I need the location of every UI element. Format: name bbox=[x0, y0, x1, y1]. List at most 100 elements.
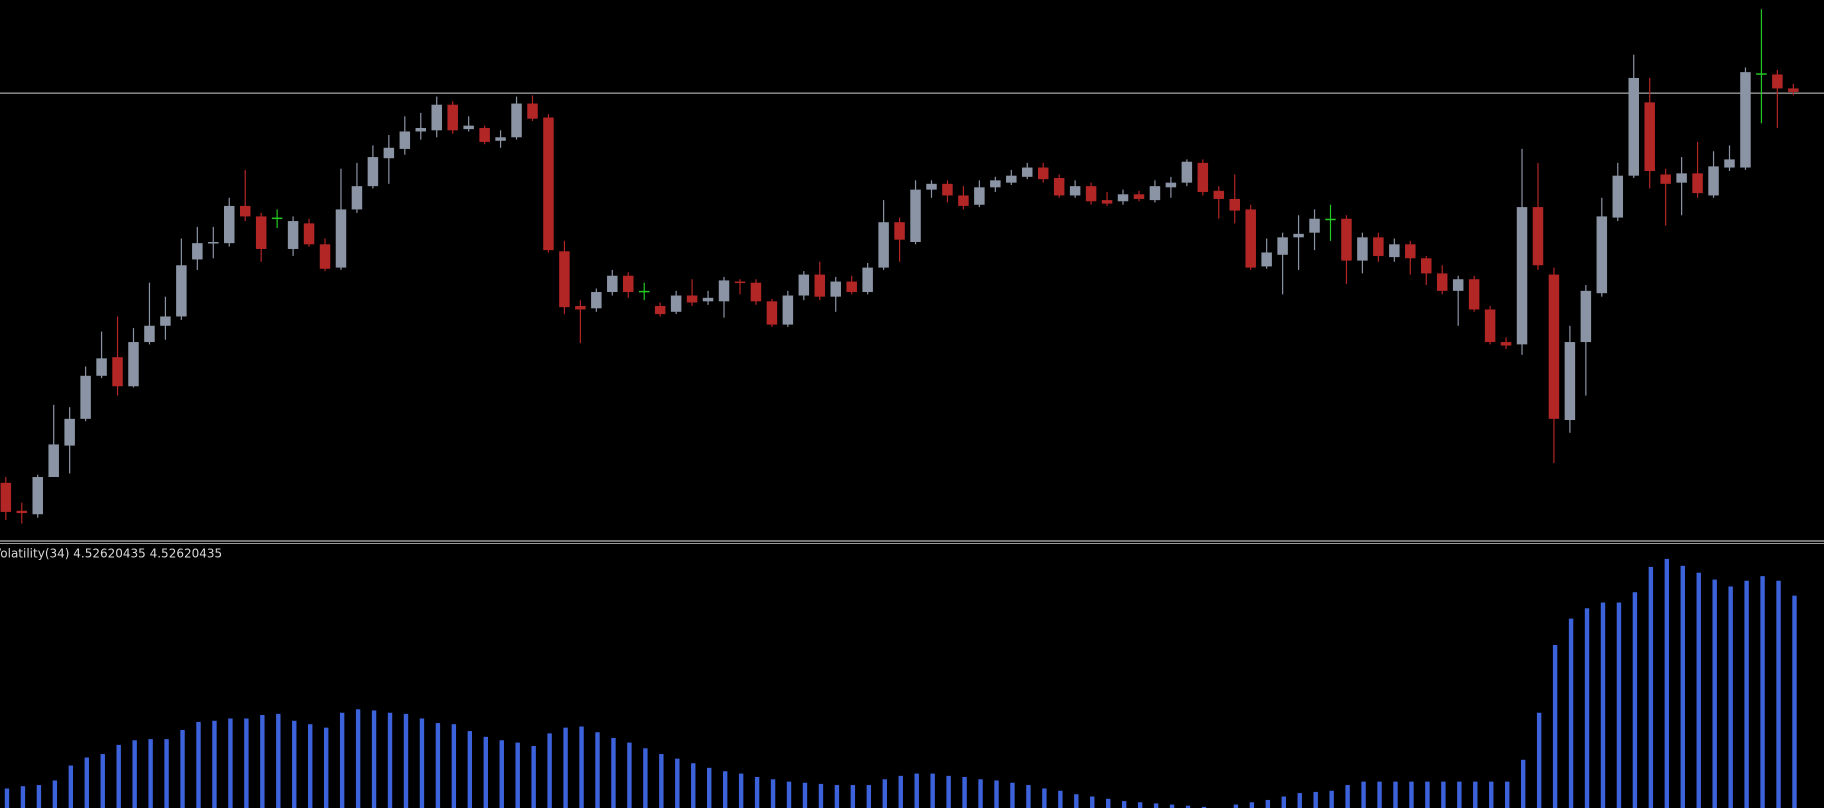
volatility-bar bbox=[754, 777, 760, 808]
candle-body bbox=[702, 297, 714, 302]
candle-body bbox=[1293, 233, 1304, 238]
candle-body bbox=[1213, 190, 1225, 199]
candle-body bbox=[607, 275, 618, 293]
volatility-bar bbox=[691, 763, 696, 808]
candle-body bbox=[1500, 342, 1512, 346]
candle-body bbox=[798, 274, 810, 296]
volatility-bar bbox=[180, 729, 185, 808]
candle-body bbox=[351, 186, 363, 210]
volatility-bar bbox=[627, 742, 632, 808]
candle-body bbox=[1069, 186, 1081, 196]
volatility-bar bbox=[467, 731, 473, 808]
candle-body bbox=[559, 251, 570, 308]
volatility-bar bbox=[882, 779, 887, 808]
volatility-bar bbox=[547, 733, 552, 808]
candle-body bbox=[1421, 258, 1432, 274]
candle-body bbox=[527, 103, 538, 119]
candle-body bbox=[1484, 309, 1496, 343]
candle-body bbox=[367, 157, 379, 187]
candle-body bbox=[479, 127, 490, 142]
candle-body bbox=[575, 305, 586, 310]
volatility-bar bbox=[1281, 796, 1286, 808]
candle-body bbox=[910, 189, 921, 242]
volatility-bar bbox=[1489, 781, 1494, 808]
candle-body bbox=[1740, 72, 1751, 168]
volatility-bar bbox=[84, 757, 89, 808]
candle-body bbox=[1756, 73, 1767, 75]
volatility-bar bbox=[946, 775, 951, 808]
candle-body bbox=[1053, 178, 1065, 196]
volatility-bar bbox=[1696, 572, 1701, 808]
volatility-bar bbox=[707, 767, 712, 808]
volatility-bar bbox=[1026, 785, 1031, 808]
volatility-bar bbox=[786, 781, 792, 808]
candle-body bbox=[734, 281, 746, 284]
candle-body bbox=[383, 147, 395, 159]
volatility-bar bbox=[850, 785, 856, 808]
volatility-bar bbox=[164, 739, 169, 808]
volatility-bar bbox=[228, 718, 233, 808]
candle-body bbox=[1564, 342, 1576, 421]
candle-body bbox=[431, 104, 442, 131]
candle-body bbox=[319, 244, 331, 269]
volatility-bar bbox=[1106, 798, 1111, 808]
candle-body bbox=[0, 482, 12, 512]
volatility-bar bbox=[914, 773, 919, 808]
candle-body bbox=[1325, 218, 1336, 221]
volatility-bar bbox=[1536, 712, 1542, 808]
volatility-bar bbox=[1074, 794, 1079, 808]
candle-body bbox=[1548, 274, 1560, 419]
volatility-bar bbox=[563, 727, 568, 808]
volatility-bar bbox=[1313, 791, 1318, 808]
candle-body bbox=[96, 358, 107, 376]
volatility-bar bbox=[1361, 781, 1366, 808]
candle-body bbox=[1628, 77, 1639, 176]
candle-body bbox=[1101, 200, 1113, 204]
candle-body bbox=[942, 183, 953, 196]
candle-body bbox=[303, 223, 315, 245]
candle-body bbox=[1612, 175, 1624, 218]
candle-body bbox=[16, 510, 28, 514]
volatility-bar bbox=[212, 720, 217, 808]
volatility-bar bbox=[1233, 804, 1239, 808]
volatility-bar bbox=[1457, 781, 1462, 808]
candle-body bbox=[495, 137, 506, 141]
volatility-bar bbox=[595, 732, 600, 808]
volatility-bar bbox=[36, 785, 42, 808]
candle-body bbox=[1516, 207, 1528, 345]
volatility-bar bbox=[1776, 580, 1781, 808]
candle-body bbox=[926, 183, 937, 190]
volatility-bar bbox=[116, 744, 121, 808]
volatility-bar bbox=[1090, 796, 1095, 808]
volatility-bar bbox=[1520, 759, 1526, 808]
candle-body bbox=[1692, 173, 1703, 194]
candle-body bbox=[1644, 102, 1655, 172]
candle-body bbox=[271, 217, 283, 220]
volatility-bar bbox=[371, 710, 377, 808]
volatility-bar bbox=[1297, 793, 1302, 808]
volatility-bar bbox=[1712, 579, 1717, 808]
volatility-bar bbox=[1377, 781, 1382, 808]
volatility-bar bbox=[148, 739, 153, 808]
candle-body bbox=[208, 241, 219, 244]
candle-body bbox=[638, 290, 650, 293]
volatility-bar bbox=[930, 773, 935, 808]
volatility-bar bbox=[68, 765, 74, 808]
candle-body bbox=[128, 342, 139, 387]
candle-body bbox=[511, 103, 522, 138]
candle-body bbox=[1596, 216, 1608, 294]
candle-body bbox=[1580, 290, 1592, 343]
candle-body bbox=[894, 222, 905, 240]
volatility-bar bbox=[387, 712, 393, 808]
volatility-bar bbox=[355, 709, 361, 808]
volatility-bar bbox=[292, 720, 297, 808]
candle-body bbox=[32, 477, 43, 515]
candle-body bbox=[990, 180, 1001, 188]
candle-body bbox=[1133, 194, 1145, 199]
candle-body bbox=[670, 295, 682, 312]
volatility-bar bbox=[499, 740, 504, 808]
candle-body bbox=[176, 265, 187, 317]
candle-body bbox=[64, 418, 75, 446]
candle-body bbox=[463, 125, 474, 130]
